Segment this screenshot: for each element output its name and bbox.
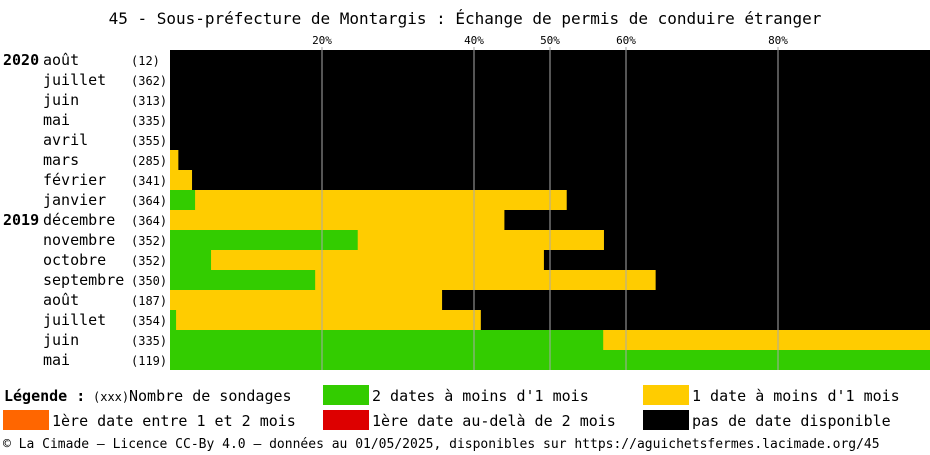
count-label: (364) [131,194,168,208]
bar-segment-black [480,310,930,330]
month-label: mai [43,111,71,129]
count-label: (119) [131,354,168,368]
bar-segment-black [442,290,930,310]
month-label: juillet [43,311,107,329]
month-label: janvier [43,191,107,209]
x-tick-label: 80% [768,34,788,47]
legend-swatch-green [323,385,369,405]
chart-title: 45 - Sous-préfecture de Montargis : Écha… [108,9,822,28]
bar-segment-yellow [603,330,930,350]
bar-segment-black [655,270,930,290]
x-tick-label: 60% [616,34,636,47]
count-label: (354) [131,314,168,328]
month-label: octobre [43,251,107,269]
legend-orange-label: 1ère date entre 1 et 2 mois [52,412,296,430]
month-label: avril [43,131,89,149]
bar-segment-yellow [176,310,482,330]
x-tick-label: 50% [540,34,560,47]
bar-segment-green [170,270,316,290]
month-label: février [43,171,107,189]
month-label: mars [43,151,80,169]
footer-credit: © La Cimade — Licence CC-By 4.0 — donnée… [3,437,880,452]
bar-segment-green [170,250,212,270]
count-label: (285) [131,154,168,168]
month-label: novembre [43,231,116,249]
bar-segment-black [192,170,930,190]
bar-segment-green [170,330,604,350]
month-label: juin [43,331,80,349]
count-label: (187) [131,294,168,308]
count-label: (335) [131,114,168,128]
legend-green-label: 2 dates à moins d'1 mois [372,387,589,405]
count-label: (364) [131,214,168,228]
bar-segment-black [566,190,930,210]
legend-xxx: (xxx) [93,390,130,404]
bar-segment-yellow [195,190,568,210]
bar-segment-yellow [170,150,179,170]
legend-black-label: pas de date disponible [692,412,891,430]
count-label: (355) [131,134,168,148]
month-label: décembre [43,211,116,229]
bar-segment-yellow [170,290,443,310]
bar-segment-yellow [170,210,505,230]
count-label: (313) [131,94,168,108]
bar-segment-black [543,250,930,270]
bar-segment-yellow [170,170,193,190]
count-label: (12) [131,54,160,68]
x-tick-label: 20% [312,34,332,47]
legend-swatch-black [643,410,689,430]
year-label: 2019 [3,211,40,229]
count-label: (352) [131,254,168,268]
legend-title: Légende : [4,387,86,405]
legend-red-label: 1ère date au-delà de 2 mois [372,412,616,430]
count-label: (352) [131,234,168,248]
legend-swatch-yellow [643,385,689,405]
month-label: juin [43,91,80,109]
month-label: août [43,51,80,69]
month-label: juillet [43,71,107,89]
legend-swatch-red [323,410,369,430]
month-label: mai [43,351,71,369]
bar-segment-yellow [211,250,545,270]
bar-segment-green [170,310,177,330]
bar-segment-black [504,210,930,230]
legend-yellow-label: 1 date à moins d'1 mois [692,387,900,405]
bar-chart: 20% 40% 50% 60% 80% [170,34,930,370]
count-label: (362) [131,74,168,88]
bar-segment-yellow [357,230,605,250]
x-tick-label: 40% [464,34,484,47]
count-label: (341) [131,174,168,188]
bar-segment-black [603,230,930,250]
bar-segment-green [170,190,196,210]
legend-swatch-orange [3,410,49,430]
count-label: (335) [131,334,168,348]
year-label: 2020 [3,51,40,69]
legend-count-label: Nombre de sondages [129,387,292,405]
bar-segment-black [178,150,930,170]
count-label: (350) [131,274,168,288]
bar-segment-yellow [315,270,657,290]
bar-segment-green [170,230,359,250]
month-label: août [43,291,80,309]
month-label: septembre [43,271,125,289]
